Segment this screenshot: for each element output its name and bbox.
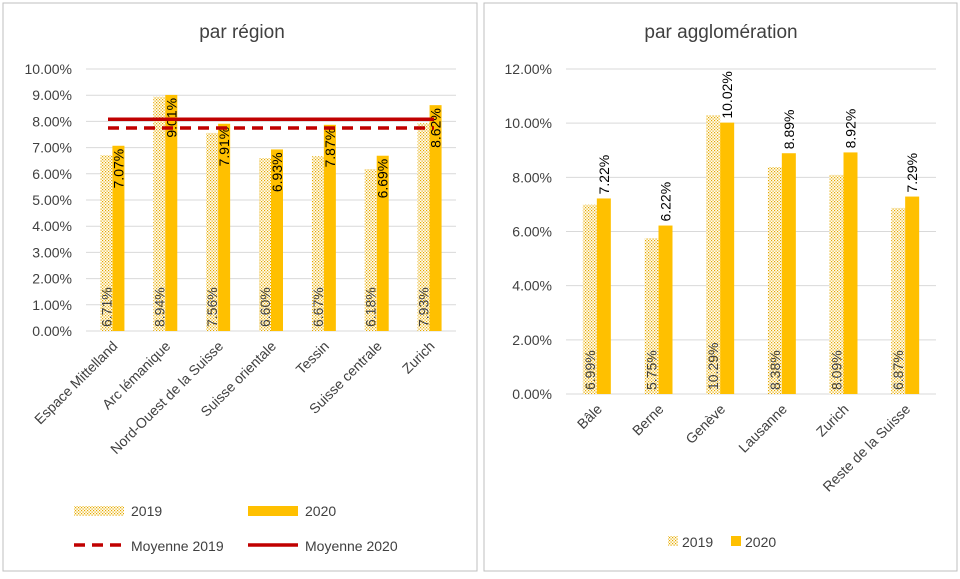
agglomeration-data-label-2019-berne: 5.75% [644, 350, 660, 390]
region-bar-2020-zurich [429, 105, 442, 331]
legend-label-moyenne-2020: Moyenne 2020 [305, 538, 398, 554]
region-y-tick-label: 10.00% [25, 61, 72, 77]
agglomeration-data-label-2020-berne: 6.22% [658, 182, 674, 222]
region-y-tick-label: 9.00% [32, 87, 72, 103]
region-bar-2020-suisse-orientale [271, 149, 283, 331]
region-data-label-2019-suisse-orientale: 6.60% [257, 287, 273, 327]
region-chart-legend: 2019 2020 Moyenne 2019 Moyenne 2020 [74, 503, 398, 554]
region-chart-title: par région [199, 22, 285, 43]
region-data-label-2020-tessin: 7.87% [322, 128, 338, 168]
region-y-tick-label: 5.00% [32, 192, 72, 208]
agglomeration-y-tick-label: 4.00% [512, 278, 552, 294]
region-data-label-2019-nord-ouest-de-la-suisse: 7.56% [204, 287, 220, 327]
agglomeration-data-label-2019-bale: 6.99% [582, 350, 598, 390]
agglomeration-data-label-2019-lausanne: 8.38% [767, 350, 783, 390]
agglomeration-bar-2019-lausanne [767, 167, 782, 394]
region-data-label-2020-suisse-orientale: 6.93% [269, 152, 285, 192]
region-data-label-2019-zurich: 7.93% [416, 287, 432, 327]
region-bar-2020-nord-ouest-de-la-suisse [218, 123, 231, 332]
agglomeration-chart-title: par agglomération [644, 22, 797, 43]
agglomeration-bar-2020-reste-de-la-suisse [905, 196, 920, 394]
agglomeration-data-label-2020-lausanne: 8.89% [781, 110, 797, 150]
agglomeration-y-tick-label: 6.00% [512, 224, 552, 240]
region-bar-2019-nord-ouest-de-la-suisse [206, 132, 219, 331]
region-data-label-2019-suisse-centrale: 6.18% [363, 287, 379, 327]
region-bar-2019-arc-lemanique [153, 96, 166, 331]
agglomeration-chart-legend: 2019 2020 [668, 534, 776, 550]
legend-swatch-2020 [731, 536, 741, 546]
agglomeration-data-label-2019-zurich: 8.09% [829, 350, 845, 390]
legend-label-moyenne-2019: Moyenne 2019 [131, 538, 224, 554]
agglomeration-y-tick-label: 2.00% [512, 332, 552, 348]
agglomeration-bar-2019-berne [644, 238, 659, 394]
region-y-tick-label: 4.00% [32, 218, 72, 234]
region-data-label-2020-espace-mittelland: 7.07% [110, 149, 126, 189]
legend-swatch-2020 [248, 506, 298, 516]
region-y-tick-label: 3.00% [32, 244, 72, 260]
region-bar-2019-suisse-orientale [259, 158, 271, 331]
region-y-tick-label: 6.00% [32, 166, 72, 182]
agglomeration-bar-2019-bale [582, 204, 597, 394]
agglomeration-bar-2020-berne [658, 225, 673, 394]
legend-swatch-2019 [668, 536, 678, 546]
legend-label-2020: 2020 [745, 534, 776, 550]
region-data-label-2020-nord-ouest-de-la-suisse: 7.91% [216, 127, 232, 167]
agglomeration-bar-2020-bale [596, 198, 611, 394]
legend-label-2019: 2019 [682, 534, 713, 550]
agglomeration-data-label-2020-geneve: 10.02% [719, 71, 735, 118]
agglomeration-bar-2019-geneve [706, 115, 721, 394]
agglomeration-data-label-2020-reste-de-la-suisse: 7.29% [904, 153, 920, 193]
region-data-label-2019-tessin: 6.67% [310, 287, 326, 327]
region-bar-2020-suisse-centrale [376, 155, 389, 331]
region-bar-2020-tessin [323, 124, 336, 331]
legend-label-2019: 2019 [131, 503, 162, 519]
agglomeration-y-tick-label: 8.00% [512, 169, 552, 185]
region-bar-2019-suisse-centrale [364, 169, 377, 331]
region-data-label-2020-suisse-centrale: 6.69% [375, 159, 391, 199]
agglomeration-y-tick-label: 0.00% [512, 386, 552, 402]
region-bar-2019-espace-mittelland [100, 155, 113, 331]
region-y-tick-label: 8.00% [32, 113, 72, 129]
agglomeration-bar-2020-geneve [720, 122, 735, 394]
agglomeration-bar-2019-zurich [829, 174, 844, 394]
agglomeration-bar-2019-reste-de-la-suisse [891, 207, 906, 394]
region-bar-2019-tessin [311, 156, 324, 331]
agglomeration-data-label-2019-reste-de-la-suisse: 6.87% [890, 350, 906, 390]
region-y-tick-label: 0.00% [32, 323, 72, 339]
legend-label-2020: 2020 [305, 503, 336, 519]
region-bar-2019-zurich [417, 123, 430, 331]
agglomeration-y-tick-label: 10.00% [505, 115, 552, 131]
agglomeration-data-label-2019-geneve: 10.29% [705, 343, 721, 390]
agglomeration-data-label-2020-zurich: 8.92% [843, 109, 859, 149]
legend-swatch-2019 [74, 506, 124, 516]
region-data-label-2020-zurich: 8.62% [428, 108, 444, 148]
region-data-label-2019-arc-lemanique: 8.94% [151, 287, 167, 327]
region-y-tick-label: 2.00% [32, 271, 72, 287]
agglomeration-data-label-2020-bale: 7.22% [596, 155, 612, 195]
agglomeration-y-tick-label: 12.00% [505, 61, 552, 77]
agglomeration-bar-2020-lausanne [781, 153, 796, 394]
region-bar-2020-espace-mittelland [112, 145, 125, 331]
agglomeration-bar-2020-zurich [843, 152, 858, 394]
region-data-label-2019-espace-mittelland: 6.71% [98, 287, 114, 327]
region-bar-2020-arc-lemanique [165, 94, 178, 331]
region-y-tick-label: 1.00% [32, 297, 72, 313]
region-y-tick-label: 7.00% [32, 140, 72, 156]
region-chart-panel [2, 2, 478, 572]
